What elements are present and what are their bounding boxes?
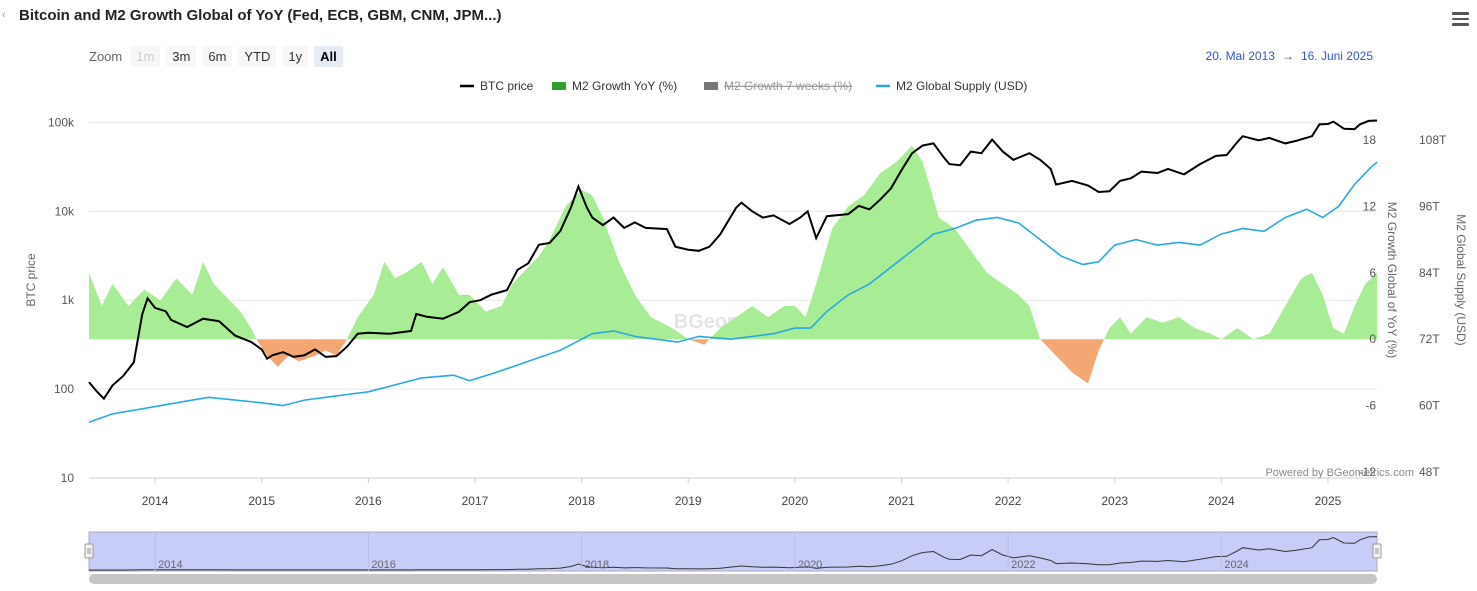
hamburger-menu-icon[interactable] (1452, 12, 1469, 26)
growth-tick-0: 0 (1369, 332, 1376, 346)
chart-title: Bitcoin and M2 Growth Global of YoY (Fed… (19, 7, 502, 24)
x-tick-2020: 2020 (781, 494, 808, 508)
axes: 10 100 1k 10k 100k -12 -6 0 6 12 18 48T 60T 72T 84T 96T… (24, 115, 1468, 508)
navigator-handle-left[interactable] (84, 543, 94, 559)
zoom-ytd-button[interactable]: YTD (238, 46, 277, 67)
legend-item-0[interactable]: BTC price (460, 79, 534, 93)
grid-lines (89, 121, 1377, 479)
btc-tick-100k: 100k (48, 115, 75, 129)
btc-axis-label: BTC price (24, 253, 38, 307)
legend-item-1[interactable]: M2 Growth YoY (%) (552, 79, 677, 93)
zoom-6m-button[interactable]: 6m (202, 46, 233, 67)
x-tick-2025: 2025 (1315, 494, 1342, 508)
supply-tick-48T: 48T (1419, 465, 1440, 479)
range-arrow: → (1281, 49, 1294, 63)
x-tick-2019: 2019 (675, 494, 702, 508)
legend: BTC price M2 Growth YoY (%) M2 Growth 7 we… (460, 79, 1027, 93)
btc-tick-10k: 10k (55, 204, 75, 218)
x-tick-2014: 2014 (142, 494, 169, 508)
legend-symbol-1 (552, 82, 566, 90)
legend-item-2[interactable]: M2 Growth 7 weeks (%) (704, 79, 852, 93)
x-tick-2024: 2024 (1208, 494, 1235, 508)
date-range: 20. Mai 2013 → 16. Juni 2025 (1206, 49, 1373, 63)
navigator-tick-2020: 2020 (798, 559, 822, 571)
navigator-scrollbar[interactable] (89, 574, 1377, 584)
zoom-1m-button[interactable]: 1m (130, 46, 161, 67)
navigator-series-line (89, 536, 1378, 571)
zoom-all-button[interactable]: All (314, 46, 343, 67)
legend-label-3: M2 Global Supply (USD) (896, 79, 1027, 93)
supply-tick-96T: 96T (1419, 199, 1440, 213)
x-tick-2023: 2023 (1101, 494, 1128, 508)
x-tick-2016: 2016 (355, 494, 382, 508)
legend-label-1: M2 Growth YoY (%) (572, 79, 677, 93)
navigator-tick-2018: 2018 (585, 559, 609, 571)
supply-tick-60T: 60T (1419, 399, 1440, 413)
growth-tick-18: 18 (1363, 133, 1377, 147)
growth-tick--6: -6 (1365, 399, 1376, 413)
back-chevron-icon[interactable]: ‹ (2, 9, 6, 21)
growth-tick-6: 6 (1369, 266, 1376, 280)
supply-axis-label: M2 Global Supply (USD) (1454, 214, 1468, 345)
supply-tick-108T: 108T (1419, 133, 1447, 147)
legend-label-2: M2 Growth 7 weeks (%) (724, 79, 852, 93)
x-tick-2021: 2021 (888, 494, 915, 508)
navigator-tick-2024: 2024 (1224, 559, 1248, 571)
zoom-label: Zoom (89, 49, 123, 64)
credit-text[interactable]: Powered by BGeometrics.com (1265, 467, 1414, 479)
x-tick-2017: 2017 (462, 494, 489, 508)
growth-tick-12: 12 (1363, 199, 1377, 213)
range-from[interactable]: 20. Mai 2013 (1205, 49, 1275, 63)
m2-supply-line (88, 161, 1378, 423)
navigator-handle-right[interactable] (1372, 543, 1382, 559)
btc-tick-1k: 1k (61, 293, 75, 307)
zoom-1y-button[interactable]: 1y (282, 46, 309, 67)
m2-growth-positive-area (89, 145, 1377, 340)
m2-growth-negative-area (256, 339, 1105, 384)
legend-symbol-2 (704, 82, 718, 90)
navigator[interactable]: 2014 2016 2018 2020 2022 2024 (84, 531, 1382, 584)
navigator-tick-2014: 2014 (158, 559, 182, 571)
navigator-tick-2022: 2022 (1011, 559, 1035, 571)
growth-axis-label: M2 Growth Global of YoY (%) (1385, 202, 1399, 359)
x-tick-2015: 2015 (248, 494, 275, 508)
navigator-mask (88, 531, 1378, 572)
btc-price-line (88, 119, 1378, 401)
m2-growth-area (89, 145, 1377, 384)
supply-tick-84T: 84T (1419, 266, 1440, 280)
legend-item-3[interactable]: M2 Global Supply (USD) (876, 79, 1027, 93)
x-tick-2018: 2018 (568, 494, 595, 508)
zoom-bar: Zoom 1m 3m 6m YTD 1y All (89, 46, 349, 67)
x-tick-2022: 2022 (995, 494, 1022, 508)
btc-tick-10: 10 (61, 471, 75, 485)
growth-tick--12: -12 (1359, 465, 1377, 479)
navigator-tick-2016: 2016 (371, 559, 395, 571)
range-to[interactable]: 16. Juni 2025 (1300, 49, 1373, 63)
legend-label-0: BTC price (480, 79, 534, 93)
supply-tick-72T: 72T (1419, 332, 1440, 346)
btc-tick-100: 100 (54, 382, 74, 396)
zoom-3m-button[interactable]: 3m (166, 46, 197, 67)
